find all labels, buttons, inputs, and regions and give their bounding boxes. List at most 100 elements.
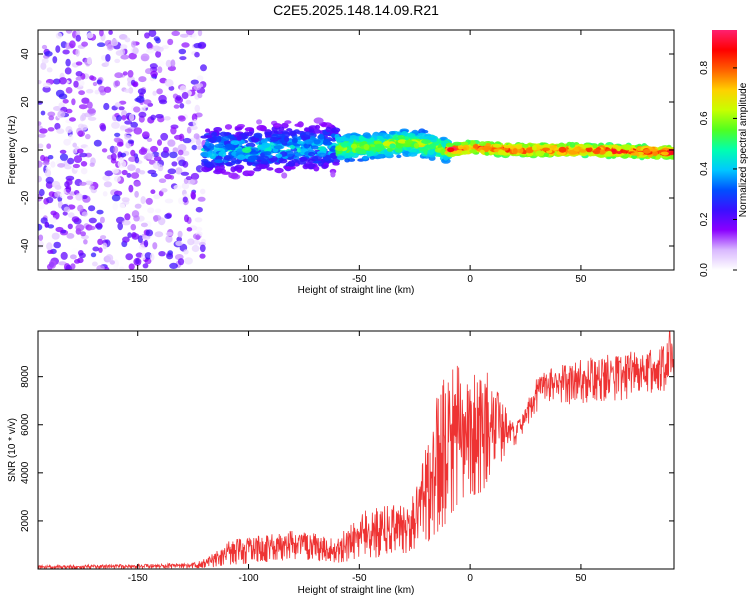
spectrogram-cell	[47, 155, 54, 160]
spectrogram-cell	[375, 143, 382, 148]
spectrogram-cell	[65, 185, 72, 193]
spectrogram-cell	[421, 139, 431, 145]
spectrogram-cell	[75, 193, 83, 201]
spectrogram-cell	[53, 241, 61, 249]
spectrogram-cell	[291, 159, 300, 163]
spectrogram-cell	[289, 144, 296, 150]
spectrogram-cell	[182, 196, 188, 203]
spectrogram-cell	[44, 169, 52, 177]
snr-frame	[37, 330, 675, 570]
spectrogram-cell	[55, 226, 64, 233]
spectrogram-cell	[236, 135, 242, 141]
spectrogram-cell	[104, 86, 112, 93]
spectrogram-cell	[142, 132, 149, 138]
spectrogram-cell	[144, 32, 150, 39]
colorbar-tick-label: 0.8	[699, 61, 710, 75]
spectrogram-cell	[389, 143, 397, 149]
spectrogram-cell	[340, 142, 348, 148]
snr-y-tick-label: 8000	[20, 365, 31, 388]
spectrogram-cell	[313, 117, 324, 124]
spectrogram-cell	[113, 146, 119, 154]
spectrogram-cell	[176, 236, 182, 243]
snr-series-line	[38, 331, 674, 569]
spectrogram-cell	[86, 88, 94, 94]
spectrogram-cell	[263, 151, 272, 156]
spectrogram-cell	[79, 181, 87, 186]
spectrogram-x-ticks: -150 -100 -50 0 50	[128, 30, 587, 285]
spectrogram-cell	[50, 161, 56, 168]
spectrogram-cell	[111, 194, 121, 202]
spectrogram-cell	[59, 192, 65, 199]
spectrogram-cell	[516, 145, 522, 150]
spectrogram-cell	[132, 47, 139, 55]
spectrogram-cell	[269, 137, 279, 142]
spectrogram-cell	[204, 141, 210, 147]
spectrogram-cell	[336, 155, 345, 161]
spectrogram-cell	[643, 148, 652, 154]
spectrogram-cell	[83, 239, 88, 245]
spectrogram-cell	[40, 62, 47, 70]
spectrogram-cell	[72, 142, 77, 148]
spectrogram-cell	[502, 147, 509, 151]
spectrogram-cell	[479, 149, 485, 154]
spectrogram-cell	[194, 51, 200, 58]
spectrogram-cell	[77, 204, 84, 212]
spectrogram-cell	[332, 162, 340, 166]
spectrogram-cell	[42, 86, 51, 93]
spectrogram-cell	[521, 144, 529, 148]
spectrogram-cell	[197, 196, 206, 202]
spectrogram-cell	[157, 139, 162, 146]
spectrogram-cell	[57, 110, 66, 118]
spectrogram-cell	[130, 172, 140, 179]
spectrogram-cell	[121, 169, 128, 176]
spectrogram-cell	[140, 222, 148, 228]
spectrogram-cell	[264, 131, 272, 136]
spectrogram-cell	[67, 212, 75, 218]
spectrogram-cell	[112, 202, 118, 211]
spectrogram-cell	[51, 181, 61, 188]
spectrogram-cell	[169, 262, 179, 269]
spectrogram-cell	[123, 88, 132, 93]
spectrogram-cell	[177, 230, 183, 238]
spectrogram-cell	[120, 152, 127, 158]
spectrogram-cell	[147, 43, 154, 50]
spectrogram-cell	[86, 32, 94, 39]
spectrogram-cell	[251, 136, 260, 143]
spectrogram-cell	[173, 184, 182, 190]
spectrogram-cell	[192, 32, 198, 40]
spectrogram-cell	[86, 57, 92, 65]
colorbar-tick-label: 0.4	[699, 162, 710, 176]
spectrogram-cell	[452, 141, 462, 146]
spectrogram-cell	[304, 139, 314, 145]
spectrogram-cell	[105, 254, 114, 263]
spectrogram-cell	[60, 251, 68, 260]
spectrogram-cell	[124, 128, 133, 133]
spectrogram-cell	[185, 176, 193, 181]
spectrogram-cell	[75, 61, 83, 66]
spectrogram-cell	[72, 163, 80, 169]
spectrogram-cell	[606, 150, 613, 156]
spectrogram-cell	[160, 132, 169, 141]
spectrogram-x-tick-label: -150	[128, 274, 148, 285]
spectrogram-cell	[492, 143, 502, 148]
spectrogram-cell	[65, 30, 73, 34]
spectrogram-cell	[146, 137, 153, 142]
spectrogram-cell	[200, 64, 207, 72]
spectrogram-cell	[278, 158, 288, 164]
spectrogram-cell	[75, 48, 80, 57]
spectrogram-cell	[303, 161, 314, 168]
spectrogram-cell	[139, 170, 146, 175]
spectrogram-cell	[310, 145, 319, 150]
spectrogram-cell	[81, 41, 88, 47]
snr-x-tick-label: 50	[575, 573, 587, 584]
spectrogram-cell	[98, 247, 103, 253]
spectrogram-y-tick-label: -40	[20, 238, 31, 253]
spectrogram-cell	[134, 203, 142, 209]
spectrogram-cell	[240, 135, 247, 140]
spectrogram-cell	[79, 114, 85, 122]
spectrogram-cell	[447, 147, 455, 152]
spectrogram-cell	[163, 146, 169, 153]
spectrogram-cell	[294, 123, 302, 127]
spectrogram-cell	[85, 146, 90, 152]
spectrogram-cell	[143, 99, 152, 105]
